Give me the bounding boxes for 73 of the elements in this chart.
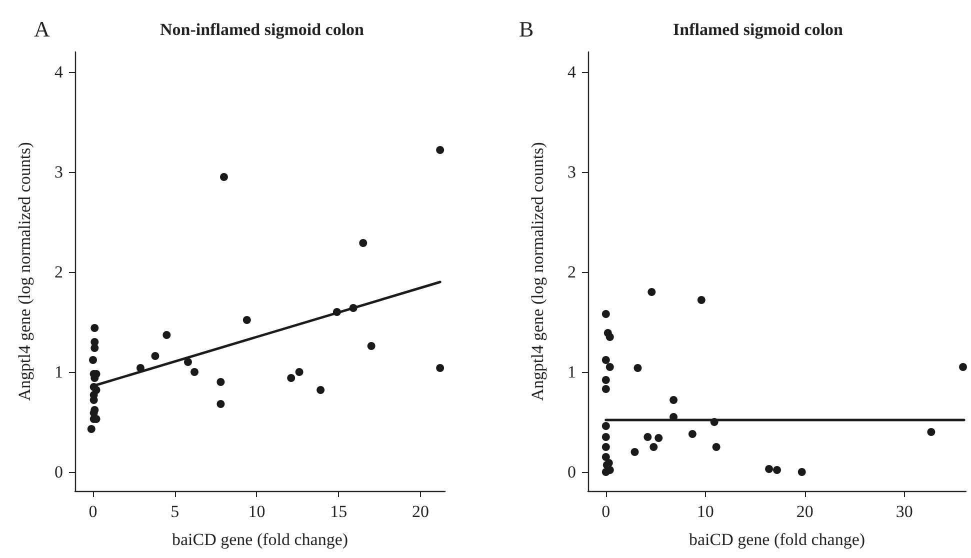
y-tick-label: 2 — [568, 262, 576, 282]
point — [959, 363, 968, 371]
point — [436, 364, 444, 372]
point — [184, 358, 192, 366]
y-tick-label: 3 — [54, 162, 63, 182]
y-tick-label: 0 — [568, 462, 576, 482]
x-axis-title: baiCD gene (fold change) — [688, 530, 866, 549]
point — [602, 310, 610, 318]
point — [798, 468, 806, 476]
point — [295, 368, 304, 376]
point — [367, 342, 376, 350]
x-tick-label: 0 — [602, 502, 610, 521]
point — [670, 396, 678, 404]
point — [648, 288, 656, 296]
x-tick-label: 0 — [88, 502, 98, 521]
x-axis-title: baiCD gene (fold change) — [172, 530, 348, 549]
x-tick-label: 20 — [412, 502, 429, 521]
point — [606, 363, 614, 371]
point — [602, 376, 610, 384]
y-tick-label: 1 — [568, 362, 576, 382]
x-tick-label: 5 — [170, 502, 180, 521]
point — [87, 425, 96, 433]
point — [606, 333, 614, 341]
point — [190, 368, 199, 376]
point — [697, 296, 706, 304]
point — [151, 352, 160, 360]
point — [316, 386, 325, 394]
text: A — [34, 16, 50, 42]
x-tick-label: 10 — [248, 502, 266, 521]
point — [654, 434, 663, 442]
point — [650, 443, 658, 451]
point — [602, 422, 610, 430]
point — [90, 344, 99, 352]
point — [359, 239, 368, 247]
text: B — [519, 16, 534, 42]
y-tick-label: 4 — [568, 62, 576, 82]
point — [602, 468, 610, 476]
point — [765, 465, 774, 473]
point — [90, 396, 98, 404]
point — [773, 466, 781, 474]
point — [634, 364, 642, 372]
y-tick-label: 4 — [54, 62, 64, 82]
point — [644, 433, 652, 441]
x-tick-label: 20 — [796, 502, 814, 521]
x-tick-label: 15 — [330, 502, 348, 521]
point — [602, 356, 610, 364]
x-tick-label: 10 — [696, 502, 714, 521]
y-tick-label: 0 — [54, 462, 63, 482]
chart-title: Inflamed sigmoid colon — [673, 20, 844, 39]
point — [602, 385, 610, 393]
x-tick-label: 30 — [896, 502, 913, 521]
y-tick-label: 1 — [54, 362, 63, 382]
point — [216, 400, 225, 408]
point — [220, 173, 228, 181]
point — [688, 430, 696, 438]
y-axis-title: Angptl4 gene (log normalized counts) — [15, 142, 34, 401]
point — [436, 146, 444, 154]
y-tick-label: 2 — [54, 262, 63, 282]
point — [602, 433, 610, 441]
point — [630, 448, 639, 456]
point — [287, 374, 296, 382]
y-axis-title: Angptl4 gene (log normalized counts) — [528, 142, 547, 401]
point — [927, 428, 936, 436]
point — [162, 331, 171, 339]
point — [602, 453, 610, 461]
point — [242, 316, 251, 324]
point — [216, 378, 225, 386]
point — [90, 324, 99, 332]
point — [712, 443, 720, 451]
chart-title: Non-inflamed sigmoid colon — [160, 20, 365, 39]
point — [602, 443, 610, 451]
y-tick-label: 3 — [568, 162, 576, 182]
point — [89, 356, 98, 364]
